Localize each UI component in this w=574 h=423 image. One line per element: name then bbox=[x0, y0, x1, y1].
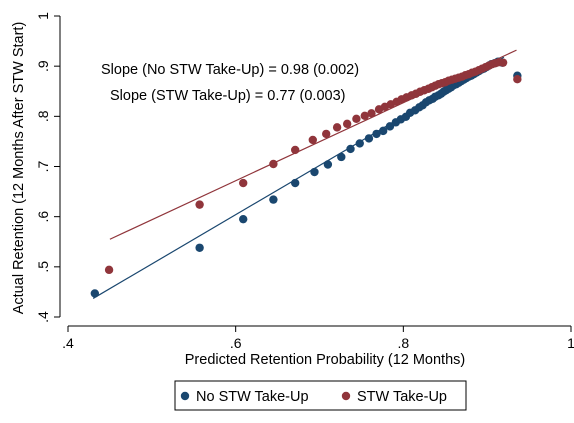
legend-marker-no-stw bbox=[180, 391, 190, 401]
data-point-no-stw bbox=[323, 160, 333, 169]
data-point-no-stw bbox=[364, 134, 374, 143]
x-tick-label: .6 bbox=[230, 335, 242, 351]
x-axis-title: Predicted Retention Probability (12 Mont… bbox=[185, 352, 465, 368]
x-tick-label: .8 bbox=[397, 335, 409, 351]
data-point-stw bbox=[195, 200, 204, 209]
annotation-slope-no-stw: Slope (No STW Take-Up) = 0.98 (0.002) bbox=[101, 62, 359, 78]
data-point-stw bbox=[239, 178, 248, 188]
data-point-no-stw bbox=[195, 243, 204, 252]
data-point-stw bbox=[360, 111, 369, 121]
data-point-no-stw bbox=[90, 289, 100, 298]
annotation-slope-stw: Slope (STW Take-Up) = 0.77 (0.003) bbox=[110, 88, 345, 104]
data-point-stw bbox=[342, 119, 352, 129]
legend-box bbox=[174, 380, 467, 411]
y-axis: .4 .5 .6 .7 .8 .9 1 bbox=[35, 12, 61, 323]
legend: No STW Take-Up STW Take-Up bbox=[174, 380, 467, 411]
data-point-stw bbox=[104, 265, 114, 275]
data-point-stw bbox=[498, 58, 508, 67]
y-tick-label: .4 bbox=[35, 311, 51, 323]
data-point-stw bbox=[513, 75, 522, 84]
y-tick-label: 1 bbox=[35, 12, 51, 20]
data-point-stw bbox=[332, 123, 342, 132]
data-points bbox=[90, 57, 522, 298]
legend-label-stw: STW Take-Up bbox=[357, 389, 447, 405]
data-point-no-stw bbox=[239, 214, 248, 224]
data-point-no-stw bbox=[346, 144, 355, 154]
data-point-no-stw bbox=[355, 139, 364, 148]
data-point-no-stw bbox=[379, 126, 388, 136]
x-tick-label: 1 bbox=[567, 335, 574, 351]
y-tick-label: .9 bbox=[35, 60, 51, 72]
data-point-no-stw bbox=[337, 152, 346, 162]
data-point-no-stw bbox=[290, 178, 300, 188]
data-point-no-stw bbox=[385, 122, 395, 131]
data-point-stw bbox=[367, 109, 376, 118]
data-point-no-stw bbox=[372, 129, 381, 139]
data-point-stw bbox=[290, 145, 300, 155]
data-point-no-stw bbox=[310, 167, 319, 177]
y-axis-title: Actual Retention (12 Months After STW St… bbox=[11, 22, 27, 315]
data-point-stw bbox=[269, 159, 278, 169]
y-tick-label: .8 bbox=[35, 110, 51, 122]
x-axis: .4 .6 .8 1 bbox=[62, 325, 574, 351]
legend-marker-stw bbox=[341, 391, 351, 401]
data-point-stw bbox=[308, 135, 317, 145]
y-tick-label: .5 bbox=[35, 261, 51, 273]
y-tick-label: .7 bbox=[35, 160, 51, 172]
data-point-stw bbox=[352, 114, 361, 124]
data-point-no-stw bbox=[269, 195, 278, 204]
data-point-stw bbox=[322, 129, 331, 139]
y-tick-label: .6 bbox=[35, 211, 51, 223]
legend-label-no-stw: No STW Take-Up bbox=[196, 389, 309, 405]
x-tick-label: .4 bbox=[62, 335, 74, 351]
